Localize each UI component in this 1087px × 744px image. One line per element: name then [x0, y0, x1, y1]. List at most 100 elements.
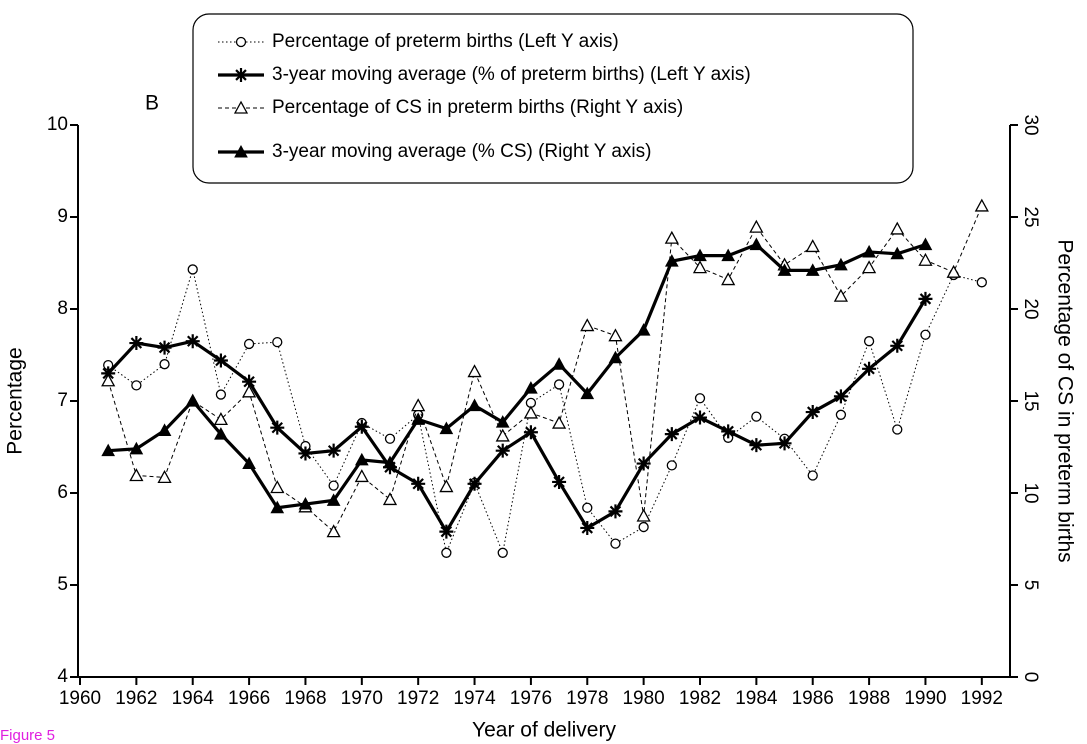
data-point	[920, 329, 931, 340]
data-point	[129, 441, 144, 455]
data-point	[411, 476, 426, 491]
data-point	[467, 398, 482, 412]
data-point	[721, 424, 736, 439]
data-point	[185, 334, 200, 349]
y-tick-label: 8	[57, 298, 68, 319]
data-point	[636, 456, 651, 471]
data-point	[382, 492, 398, 506]
data-point	[918, 291, 933, 306]
data-point	[664, 230, 679, 244]
data-point	[636, 508, 651, 522]
data-point	[608, 350, 623, 364]
data-point	[243, 338, 255, 350]
data-point	[749, 237, 764, 251]
data-point	[524, 381, 538, 394]
data-point	[861, 260, 877, 274]
data-point	[495, 415, 510, 428]
y-tick-label: 5	[57, 574, 68, 595]
data-point	[411, 398, 426, 412]
figure-label: Figure 5	[0, 727, 55, 744]
data-point	[384, 433, 396, 444]
data-point	[638, 521, 649, 533]
data-point	[101, 443, 116, 457]
data-point	[833, 288, 849, 302]
x-tick-label: 1980	[622, 688, 664, 709]
legend-marker	[234, 68, 248, 82]
data-point	[354, 469, 369, 483]
data-point	[749, 219, 764, 233]
data-point	[805, 405, 820, 420]
y-tick-label: 4	[57, 666, 68, 687]
data-point	[692, 260, 708, 274]
x-axis-label: Year of delivery	[472, 719, 616, 742]
data-point	[270, 500, 285, 514]
y2-tick-label: 0	[1020, 672, 1041, 683]
y-tick-label: 10	[47, 114, 68, 135]
data-point	[833, 389, 848, 404]
data-point	[157, 470, 172, 484]
data-point	[863, 336, 875, 347]
y2-tick-label: 20	[1020, 298, 1041, 319]
data-point	[693, 410, 707, 425]
data-point	[974, 198, 989, 212]
y-tick-label: 6	[57, 482, 68, 503]
data-point	[892, 424, 903, 435]
data-point	[608, 504, 623, 519]
x-tick-label: 1972	[397, 688, 439, 709]
data-point	[241, 384, 257, 398]
legend-label: 3-year moving average (% CS) (Right Y ax…	[272, 141, 651, 162]
data-point	[890, 221, 905, 235]
data-point	[497, 547, 508, 558]
data-point	[890, 246, 905, 260]
data-point	[326, 524, 341, 538]
data-point	[187, 264, 198, 275]
legend-label: 3-year moving average (% of preterm birt…	[272, 64, 751, 85]
data-point	[976, 277, 987, 288]
data-point	[298, 446, 313, 461]
data-point	[610, 538, 621, 549]
data-point	[834, 257, 848, 271]
series-line	[108, 242, 926, 510]
y-axis-label: Percentage	[4, 347, 27, 454]
data-point	[749, 438, 764, 453]
data-point	[272, 336, 283, 348]
data-point	[777, 263, 792, 276]
x-tick-label: 1968	[284, 688, 326, 709]
data-point	[467, 476, 482, 491]
x-tick-label: 1970	[341, 688, 383, 709]
series-line	[107, 205, 983, 533]
data-point	[664, 254, 679, 267]
data-point	[890, 338, 905, 353]
data-point	[383, 455, 397, 469]
data-point	[242, 374, 257, 389]
data-point	[354, 419, 369, 434]
data-point	[495, 443, 510, 458]
data-point	[553, 379, 565, 390]
data-point	[552, 474, 567, 489]
data-point	[101, 366, 116, 381]
x-tick-label: 1990	[904, 688, 946, 709]
data-point	[214, 427, 228, 440]
data-point	[439, 479, 454, 493]
data-point	[439, 524, 454, 539]
data-point	[918, 237, 933, 251]
y-tick-label: 7	[57, 390, 68, 411]
legend-marker	[235, 36, 247, 48]
data-point	[495, 428, 510, 442]
data-point	[215, 389, 227, 400]
y2-axis-label: Percentage of CS in preterm births	[1053, 239, 1076, 562]
data-point	[129, 468, 144, 482]
x-tick-label: 1992	[961, 688, 1003, 709]
data-point	[185, 393, 200, 407]
data-point	[159, 359, 170, 370]
series-line	[107, 267, 982, 555]
legend-box	[192, 13, 914, 184]
data-point	[326, 443, 341, 458]
data-point	[270, 420, 285, 435]
x-tick-label: 1966	[228, 688, 270, 709]
data-point	[721, 248, 736, 262]
data-point	[862, 244, 876, 258]
data-point	[270, 480, 285, 494]
data-point	[411, 412, 426, 425]
